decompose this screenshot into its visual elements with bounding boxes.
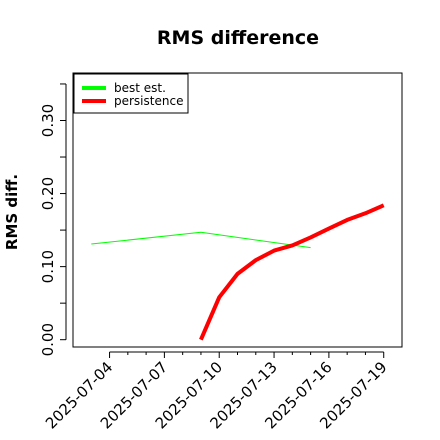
y-axis-label: RMS diff. (3, 174, 21, 250)
y-tick-label: 0.30 (39, 104, 57, 137)
series-line-best-est (91, 231, 311, 249)
legend: best est. persistence (73, 73, 189, 114)
legend-label-best-est: best est. (114, 81, 166, 95)
series-line-persistence (199, 203, 385, 341)
y-tick-label: 0.00 (39, 323, 57, 356)
x-axis: 2025-07-042025-07-072025-07-102025-07-13… (42, 351, 391, 432)
series-layer (91, 203, 385, 341)
plot-frame (72, 72, 403, 348)
legend-box (73, 73, 189, 114)
legend-label-persistence: persistence (114, 94, 183, 108)
y-axis: 0.00 0.10 0.20 0.30 (39, 83, 67, 356)
y-tick-label: 0.20 (39, 177, 57, 210)
chart-title: RMS difference (157, 27, 319, 49)
y-tick-label: 0.10 (39, 250, 57, 283)
